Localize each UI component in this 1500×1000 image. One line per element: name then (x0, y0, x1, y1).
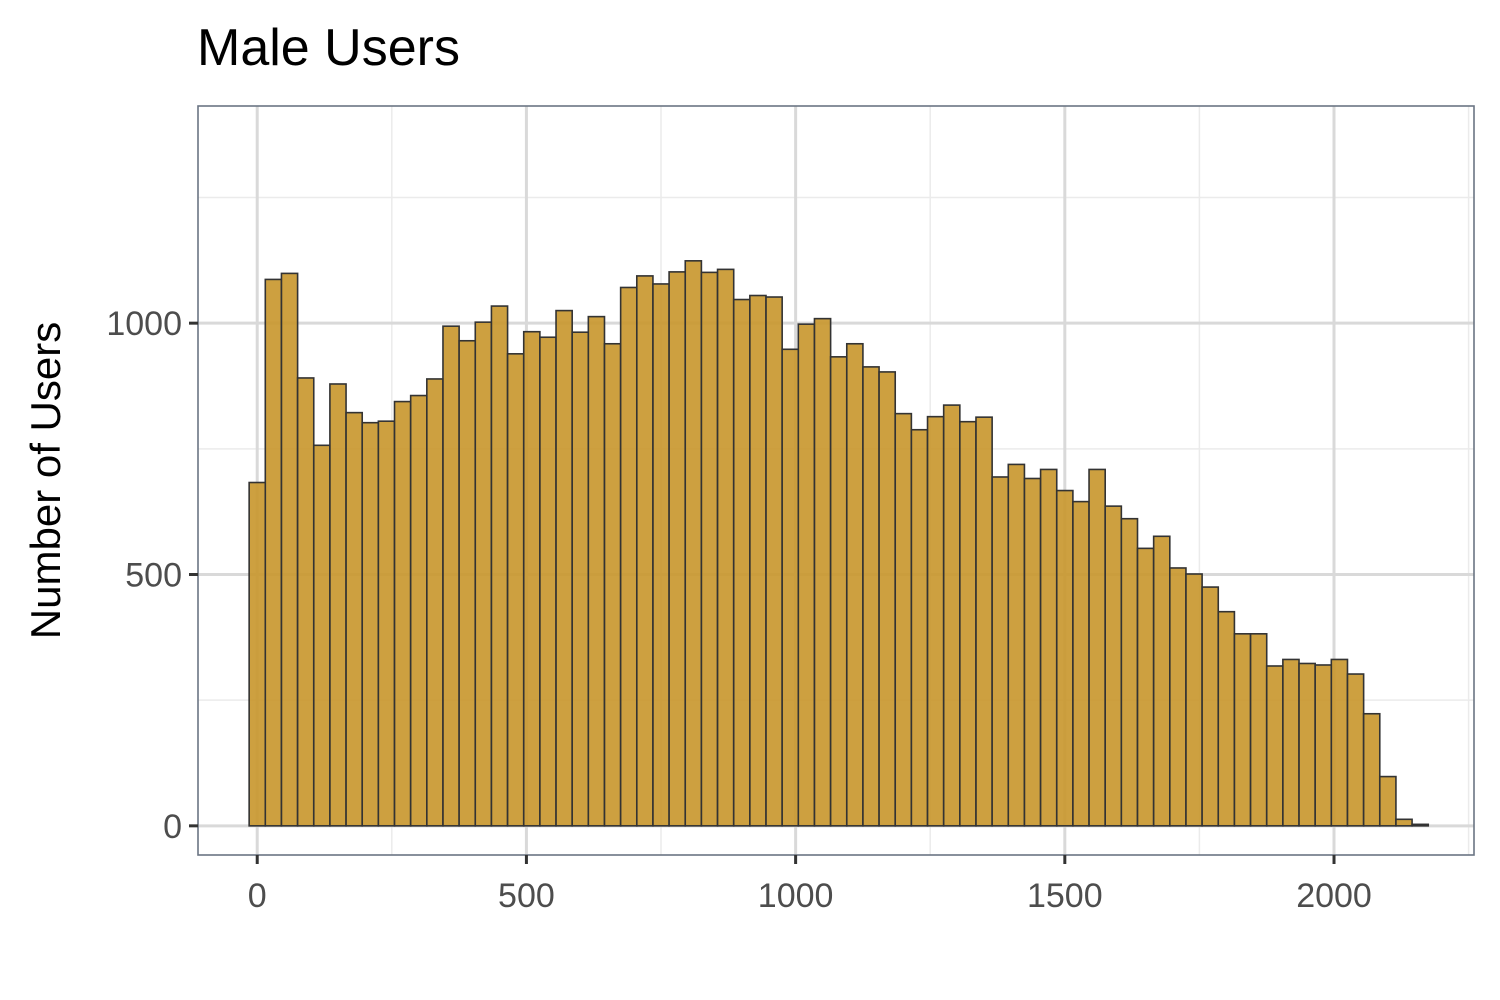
y-axis-label: Number of Users (22, 322, 69, 639)
histogram-bar (652, 283, 670, 827)
histogram-bar (1378, 775, 1397, 827)
x-tick-label: 500 (498, 877, 555, 915)
histogram-bar (845, 342, 864, 827)
histogram-bar (975, 416, 993, 827)
histogram-bar (700, 271, 719, 827)
histogram-bar (490, 305, 509, 827)
histogram-bar (765, 296, 783, 827)
histogram-bar (329, 383, 347, 827)
histogram-bar (1282, 658, 1300, 827)
panel-border (197, 105, 1475, 856)
histogram-bar (312, 444, 331, 827)
histogram-bar (1346, 673, 1365, 827)
histogram-bar (1233, 633, 1252, 827)
histogram-bar (1411, 823, 1430, 827)
histogram-bar (910, 428, 929, 827)
histogram-bar (684, 260, 703, 827)
histogram-bar (1330, 658, 1349, 827)
histogram-bar (1120, 517, 1139, 827)
histogram-bar (1169, 567, 1187, 827)
histogram-bar (1201, 586, 1220, 827)
y-tick-label: 1000 (106, 305, 182, 343)
x-tick-label: 0 (248, 877, 267, 915)
histogram-bar (716, 268, 735, 827)
histogram-bar (571, 331, 590, 827)
histogram-bar (603, 342, 622, 827)
histogram-bar (587, 315, 606, 827)
histogram-bar (668, 271, 687, 827)
histogram-bar (1007, 463, 1026, 827)
histogram-bar (377, 420, 396, 827)
histogram-bar (749, 294, 767, 827)
histogram-bar (409, 394, 428, 827)
histogram-bar (862, 366, 880, 827)
x-tick-label: 2000 (1296, 877, 1372, 915)
histogram-bar (829, 356, 848, 827)
histogram-bar (1023, 477, 1042, 827)
histogram-bar (522, 330, 541, 827)
histogram-bar (1265, 665, 1284, 827)
histogram-bar (539, 336, 557, 827)
histogram-bar (555, 309, 573, 827)
y-tick-label: 500 (125, 557, 182, 595)
histogram-bar (393, 400, 412, 827)
histogram-bar (942, 404, 961, 827)
histogram-bar (926, 415, 945, 827)
histogram-bar (1104, 505, 1123, 827)
histogram-bar (1298, 662, 1316, 827)
histogram-bar (264, 278, 283, 827)
histogram-bar (1136, 547, 1155, 827)
histogram-bar (894, 412, 913, 827)
histogram-bar (781, 348, 800, 827)
histogram-bar (458, 339, 477, 827)
histogram-bar (1395, 818, 1413, 827)
histogram-bar (426, 378, 444, 827)
histogram-bar (1314, 664, 1333, 827)
histogram-bar (1088, 468, 1106, 827)
histogram-bar (635, 275, 654, 827)
histogram-bar (474, 321, 493, 827)
histogram-bar (1152, 535, 1171, 827)
histogram-bar (506, 353, 525, 827)
histogram-bar (813, 317, 832, 827)
histogram-bar (345, 411, 364, 827)
histogram-bar (797, 323, 816, 827)
histogram-bar (280, 272, 299, 827)
x-tick-label: 1500 (1027, 877, 1103, 915)
histogram-bar (991, 476, 1010, 827)
histogram-bar (442, 325, 460, 827)
histogram-bar (1072, 500, 1090, 827)
x-tick-label: 1000 (758, 877, 834, 915)
histogram-bar (732, 298, 751, 827)
histogram-bar (959, 420, 977, 827)
y-tick-label: 0 (163, 808, 182, 846)
histogram-bar (1039, 468, 1058, 827)
histogram-bar (1055, 489, 1074, 827)
histogram-bar (1185, 573, 1203, 827)
histogram-bar (296, 377, 315, 827)
histogram-bar (1249, 633, 1268, 827)
histogram-bar (248, 481, 267, 827)
histogram-bar (878, 371, 897, 827)
chart-title: Male Users (197, 19, 460, 77)
histogram-bar (1362, 712, 1381, 827)
histogram-bar (1217, 610, 1236, 827)
histogram-bar (619, 286, 638, 827)
histogram-bar (361, 421, 380, 827)
